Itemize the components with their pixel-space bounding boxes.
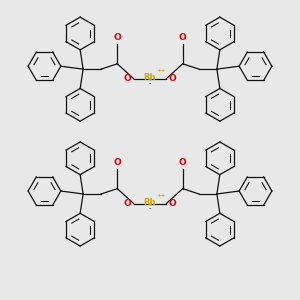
Text: O: O <box>124 74 131 83</box>
Text: O: O <box>124 199 131 208</box>
Text: Rh: Rh <box>144 197 156 206</box>
Text: ++: ++ <box>157 68 166 73</box>
Text: O: O <box>113 158 121 167</box>
Text: -: - <box>149 80 151 86</box>
Text: ++: ++ <box>157 193 166 198</box>
Text: O: O <box>179 33 187 42</box>
Text: O: O <box>113 33 121 42</box>
Text: O: O <box>179 158 187 167</box>
Text: -: - <box>149 205 151 211</box>
Text: O: O <box>169 74 176 83</box>
Text: O: O <box>169 199 176 208</box>
Text: Rh: Rh <box>144 73 156 82</box>
